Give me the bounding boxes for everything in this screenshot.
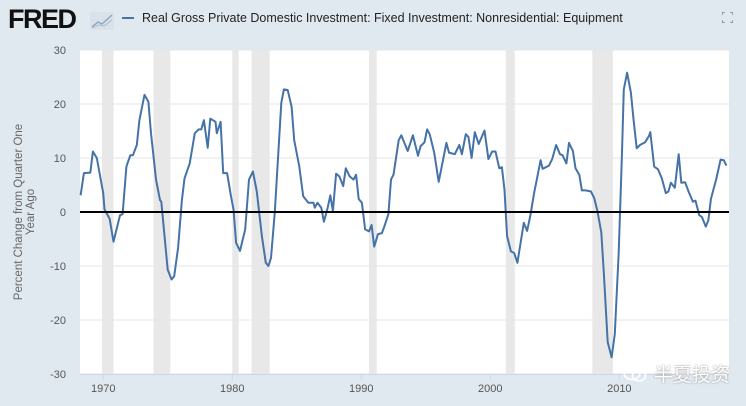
y-tick-label: -30 [50,369,66,381]
y-tick-label: -20 [50,315,66,327]
x-tick-label: 1980 [220,383,244,395]
series-title: Real Gross Private Domestic Investment: … [142,11,623,25]
y-tick-label: 0 [60,207,66,219]
watermark: 半夏投资 [622,360,730,387]
y-axis-label: Percent Change from Quarter One Year Ago [13,123,37,301]
x-tick-label: 2000 [478,383,502,395]
legend-swatch [122,17,134,19]
x-tick-label: 1970 [91,383,115,395]
chart-logo-icon [90,12,114,30]
y-tick-label: 10 [54,153,66,165]
expand-icon[interactable] [722,12,733,23]
y-tick-label: 20 [54,99,66,111]
y-tick-label: 30 [54,45,66,57]
fred-logo[interactable]: FRED [8,4,77,34]
wechat-icon [623,365,647,382]
x-tick-label: 2010 [607,383,631,395]
x-tick-label: 1990 [349,383,373,395]
watermark-text: 半夏投资 [654,365,731,386]
y-tick-label: -10 [50,261,66,273]
chart-header: FRED Real Gross Private Domestic Investm… [0,0,746,40]
series-line [79,71,728,359]
legend-item: Real Gross Private Domestic Investment: … [122,11,623,25]
